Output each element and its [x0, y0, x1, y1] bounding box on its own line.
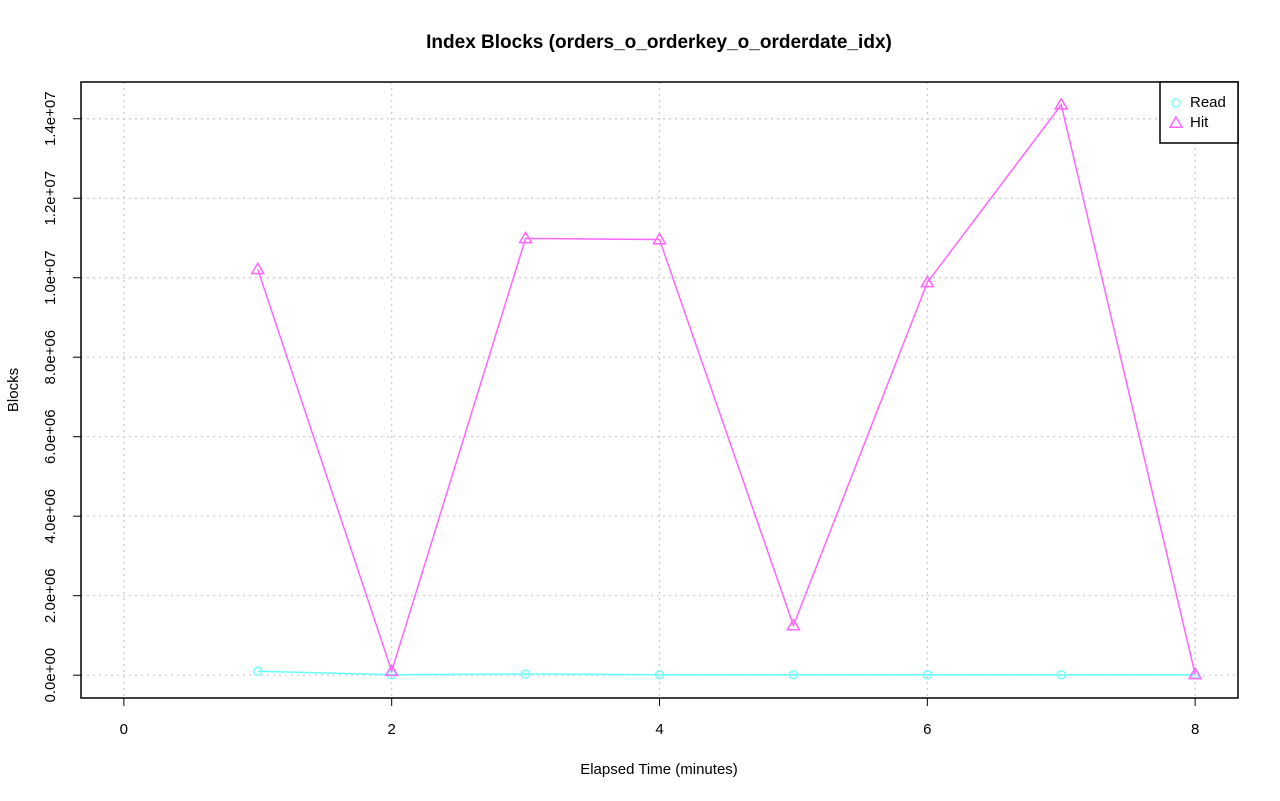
data-point: [1053, 97, 1069, 110]
legend-marker: [1171, 98, 1181, 108]
data-point: [520, 669, 531, 679]
data-point: [1056, 670, 1066, 680]
x-tick-label: 2: [388, 721, 396, 738]
plot-frame: [80, 81, 1239, 699]
data-point: [250, 261, 266, 275]
data-point: [1187, 666, 1203, 680]
data-point: [652, 232, 667, 245]
data-point: [786, 618, 801, 631]
x-tick-label: 4: [655, 721, 663, 738]
data-point: [253, 666, 263, 676]
x-tick-label: 8: [1191, 721, 1199, 738]
chart-title: Index Blocks (orders_o_orderkey_o_orderd…: [426, 32, 892, 53]
series-line: [257, 670, 1196, 676]
data-point: [788, 670, 799, 680]
legend-label: Read: [1190, 94, 1226, 111]
x-tick-label: 6: [923, 721, 931, 738]
y-tick-label: 1.0e+07: [42, 250, 59, 305]
y-tick-label: 8.0e+06: [42, 330, 59, 385]
y-tick-label: 1.2e+07: [42, 171, 59, 226]
x-axis-label: Elapsed Time (minutes): [580, 761, 738, 778]
legend-label: Hit: [1190, 114, 1209, 131]
y-tick-label: 1.4e+07: [42, 91, 59, 146]
y-tick-label: 0.0e+00: [42, 648, 59, 703]
y-tick-label: 2.0e+06: [42, 568, 59, 623]
legend-marker: [1168, 115, 1184, 128]
data-point: [920, 275, 935, 288]
y-tick-label: 4.0e+06: [42, 489, 59, 544]
data-point: [384, 663, 399, 677]
y-tick-label: 6.0e+06: [42, 409, 59, 464]
data-point: [654, 670, 665, 680]
legend-box: [1159, 81, 1239, 144]
data-point: [518, 230, 533, 244]
data-point: [922, 670, 932, 680]
x-tick-label: 0: [120, 721, 128, 738]
series-line: [257, 103, 1196, 675]
y-axis-label: Blocks: [5, 368, 22, 412]
